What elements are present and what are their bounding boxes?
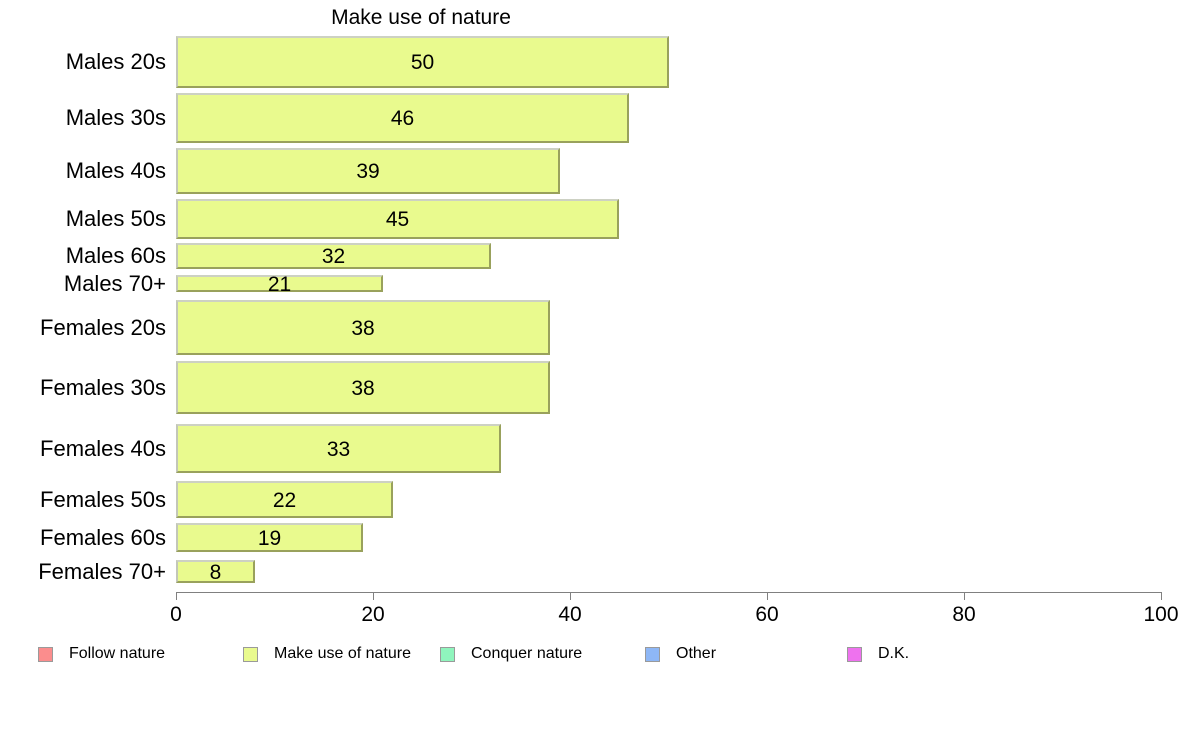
bar-value-label: 50: [410, 51, 435, 74]
bar-value-label: 8: [209, 560, 222, 584]
category-label: Males 20s: [65, 49, 166, 74]
x-tick-mark: [767, 592, 768, 600]
x-tick-mark: [176, 592, 177, 600]
legend-label: Other: [676, 645, 717, 662]
x-tick-label: 0: [170, 603, 182, 626]
bar: [176, 93, 629, 143]
x-tick-label: 100: [1143, 603, 1179, 626]
bar: [176, 481, 393, 518]
bar: [176, 523, 363, 552]
x-tick-mark: [964, 592, 965, 600]
category-label: Males 30s: [65, 105, 166, 130]
bar: [176, 36, 669, 88]
legend-item: Conquer nature: [440, 645, 582, 663]
legend-item: Follow nature: [38, 645, 165, 663]
legend-swatch: [645, 646, 660, 662]
category-label: Females 20s: [40, 314, 166, 340]
bar-value-label: 39: [356, 160, 380, 183]
bar-value-label: 19: [257, 526, 282, 550]
bar-value-label: 45: [385, 208, 410, 231]
legend-item: Make use of nature: [243, 645, 411, 663]
bar: [176, 243, 491, 269]
legend-label: Make use of nature: [274, 645, 411, 662]
legend-label: Conquer nature: [471, 645, 583, 662]
legend-label: Follow nature: [69, 645, 166, 662]
x-tick-label: 80: [952, 603, 976, 626]
bar-value-label: 46: [390, 107, 415, 130]
category-label: Females 70+: [38, 558, 166, 584]
category-label: Males 50s: [65, 206, 166, 231]
legend-item: D.K.: [847, 645, 909, 663]
category-label: Males 60s: [65, 243, 166, 268]
legend-swatch: [847, 646, 862, 662]
bar: [176, 148, 560, 194]
legend-item: Other: [645, 645, 716, 663]
category-label: Females 30s: [40, 374, 166, 400]
x-tick-mark: [570, 592, 571, 600]
category-label: Males 70+: [63, 270, 166, 296]
bar: [176, 424, 501, 473]
chart-title: Make use of nature: [331, 6, 511, 29]
x-tick-mark: [373, 592, 374, 600]
x-axis-line: [176, 592, 1161, 593]
x-tick-mark: [1161, 592, 1162, 600]
x-tick-label: 60: [755, 603, 779, 626]
bar: [176, 300, 550, 355]
bar: [176, 275, 383, 292]
bar: [176, 560, 255, 583]
category-label: Females 60s: [40, 524, 166, 550]
category-label: Females 50s: [40, 486, 166, 512]
legend-label: D.K.: [878, 645, 910, 662]
bar: [176, 361, 550, 414]
category-label: Females 40s: [40, 435, 166, 461]
bar-value-label: 21: [267, 272, 292, 296]
bar-value-label: 38: [351, 316, 375, 340]
bar-value-label: 33: [326, 437, 351, 461]
bar-value-label: 38: [351, 376, 375, 400]
bar: [176, 199, 619, 239]
legend-swatch: [243, 646, 258, 662]
legend-swatch: [38, 646, 53, 662]
bar-value-label: 22: [272, 488, 297, 512]
legend-swatch: [440, 646, 455, 662]
category-label: Males 40s: [65, 158, 166, 183]
x-tick-label: 40: [558, 603, 582, 626]
x-tick-label: 20: [361, 603, 385, 626]
bar-value-label: 32: [321, 245, 346, 268]
